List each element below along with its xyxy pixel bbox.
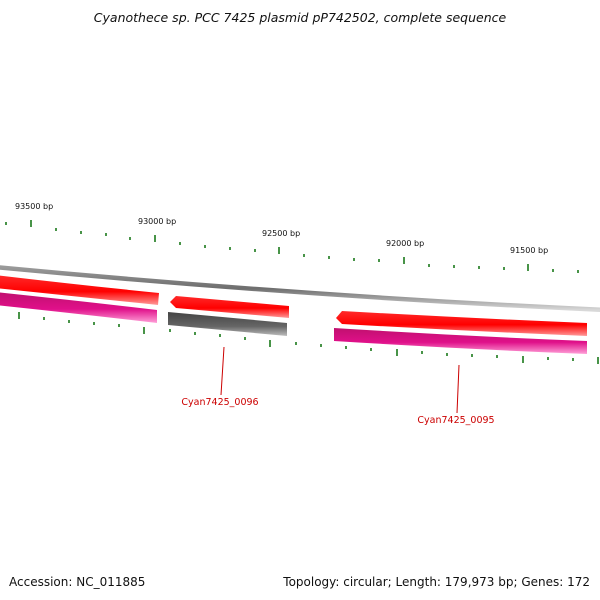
gene-label-cyan7425-0096[interactable]: Cyan7425_0096 xyxy=(181,397,258,408)
cds-forward-middle xyxy=(170,296,289,318)
gene-label-cyan7425-0095[interactable]: Cyan7425_0095 xyxy=(417,415,494,426)
leader-line-cyan7425-0095 xyxy=(456,364,460,414)
accession-text: Accession: NC_011885 xyxy=(9,575,146,589)
ruler-label-92000: 92000 bp xyxy=(386,239,424,248)
inner-ruler-ticks xyxy=(18,312,599,364)
plasmid-backbone xyxy=(0,265,600,313)
reverse-strand-genes xyxy=(0,292,587,354)
gene-cyan7425-0095-block xyxy=(334,328,587,354)
cds-reverse-left xyxy=(0,292,157,323)
outer-ruler: 93500 bp 93000 bp 92500 bp 92000 bp 9150… xyxy=(5,202,579,273)
cds-forward-left xyxy=(0,275,159,305)
topology-summary: Topology: circular; Length: 179,973 bp; … xyxy=(283,575,590,589)
cds-forward-right xyxy=(336,311,587,336)
page-title: Cyanothece sp. PCC 7425 plasmid pP742502… xyxy=(93,10,507,25)
ruler-label-93500: 93500 bp xyxy=(15,202,53,211)
leader-line-cyan7425-0096 xyxy=(220,346,225,396)
ruler-label-92500: 92500 bp xyxy=(262,229,300,238)
outer-ruler-ticks xyxy=(5,220,579,273)
gene-cyan7425-0096-block xyxy=(168,312,287,336)
forward-strand-genes xyxy=(0,275,587,336)
ruler-label-91500: 91500 bp xyxy=(510,246,548,255)
ruler-label-93000: 93000 bp xyxy=(138,217,176,226)
